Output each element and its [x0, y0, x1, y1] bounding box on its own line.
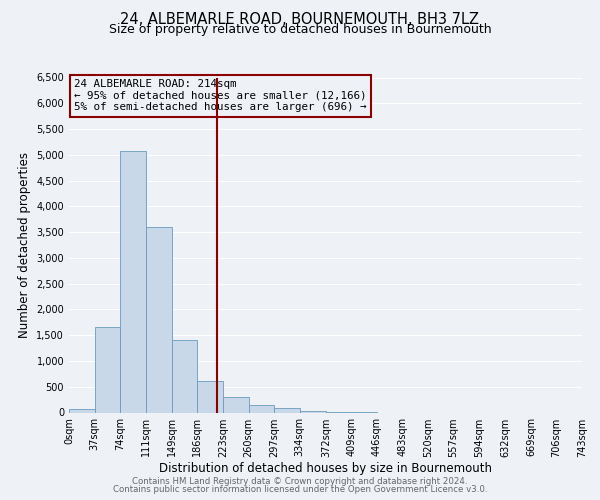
Text: Contains HM Land Registry data © Crown copyright and database right 2024.: Contains HM Land Registry data © Crown c…	[132, 477, 468, 486]
Bar	[120, 150, 146, 412]
Text: Size of property relative to detached houses in Bournemouth: Size of property relative to detached ho…	[109, 23, 491, 36]
Text: 24 ALBEMARLE ROAD: 214sqm
← 95% of detached houses are smaller (12,166)
5% of se: 24 ALBEMARLE ROAD: 214sqm ← 95% of detac…	[74, 79, 367, 112]
Text: Contains public sector information licensed under the Open Government Licence v3: Contains public sector information licen…	[113, 485, 487, 494]
Bar	[172, 340, 197, 412]
Bar	[95, 328, 120, 412]
Bar	[274, 408, 299, 412]
Bar	[146, 227, 172, 412]
Bar	[299, 411, 326, 412]
Bar	[223, 397, 248, 412]
Y-axis label: Number of detached properties: Number of detached properties	[18, 152, 31, 338]
X-axis label: Distribution of detached houses by size in Bournemouth: Distribution of detached houses by size …	[159, 462, 492, 475]
Bar	[69, 408, 95, 412]
Bar	[197, 380, 223, 412]
Text: 24, ALBEMARLE ROAD, BOURNEMOUTH, BH3 7LZ: 24, ALBEMARLE ROAD, BOURNEMOUTH, BH3 7LZ	[121, 12, 479, 28]
Bar	[248, 405, 274, 412]
